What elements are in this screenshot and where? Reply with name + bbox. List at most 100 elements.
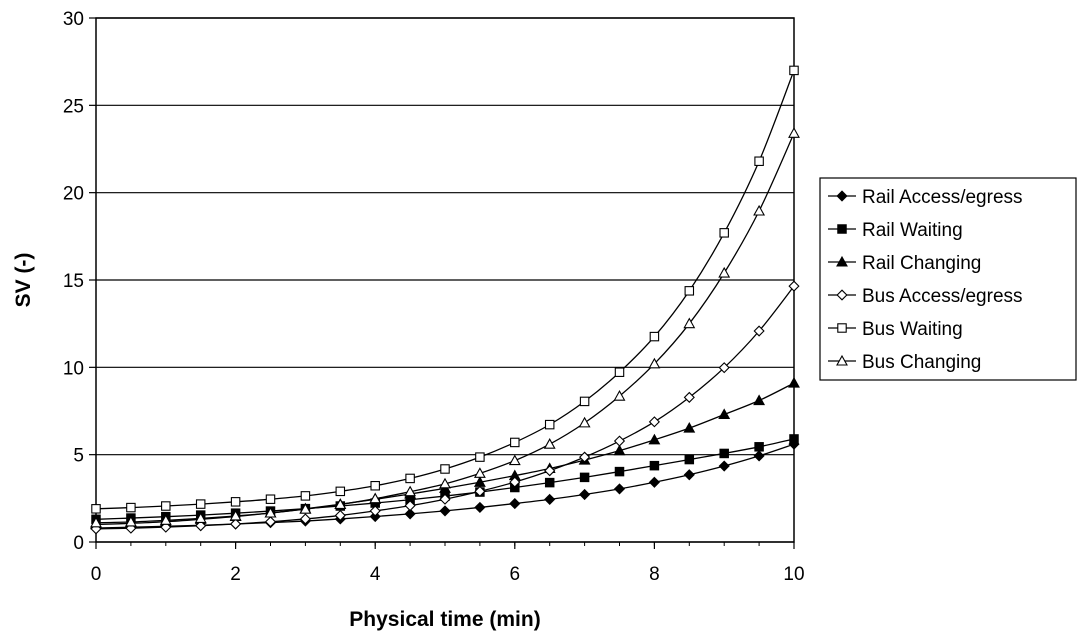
data-point xyxy=(836,190,848,202)
data-point xyxy=(579,451,591,463)
data-point xyxy=(265,494,276,504)
data-point xyxy=(439,505,451,517)
legend-entry: Bus Changing xyxy=(828,352,981,373)
data-point xyxy=(613,483,626,495)
data-point xyxy=(578,416,591,428)
data-point xyxy=(789,65,799,76)
legend-entry: Rail Access/egress xyxy=(828,187,1023,208)
data-point xyxy=(754,156,764,166)
series-bus-access-egress xyxy=(90,280,800,535)
data-point xyxy=(579,472,590,483)
y-axis: 0 5 10 15 20 25 30 xyxy=(63,9,96,554)
data-point xyxy=(334,509,346,522)
data-point xyxy=(544,419,555,430)
data-point xyxy=(90,516,102,528)
legend-label: Rail Waiting xyxy=(862,220,963,241)
legend-label: Bus Waiting xyxy=(862,319,963,340)
data-point xyxy=(474,501,486,513)
data-point xyxy=(544,465,556,477)
legend-box xyxy=(819,177,1077,381)
data-point xyxy=(683,317,696,329)
data-point xyxy=(788,376,800,388)
legend-entry: Rail Waiting xyxy=(828,220,963,241)
y-axis-title: SV (-) xyxy=(12,253,35,308)
data-point xyxy=(614,466,625,477)
legend-entry: Bus Access/egress xyxy=(828,286,1023,307)
data-point xyxy=(614,367,625,377)
data-point xyxy=(543,438,556,449)
legend-label: Rail Changing xyxy=(862,253,981,274)
data-point xyxy=(195,520,207,532)
data-point xyxy=(475,452,485,462)
legend: Rail Access/egress Rail Waiting Rail Chang… xyxy=(819,177,1077,381)
data-point xyxy=(579,488,591,501)
data-point xyxy=(789,434,799,444)
data-point xyxy=(195,499,206,509)
data-point xyxy=(264,506,277,518)
data-point xyxy=(404,500,416,512)
data-point xyxy=(509,497,521,510)
data-point xyxy=(613,390,626,401)
data-point xyxy=(683,421,696,433)
data-point xyxy=(718,362,730,374)
data-point xyxy=(194,512,207,523)
legend-label: Rail Access/egress xyxy=(862,187,1023,208)
data-point xyxy=(335,486,346,497)
data-point xyxy=(508,454,521,466)
data-point xyxy=(159,514,172,525)
y-tick-label: 5 xyxy=(73,446,84,467)
y-tick-label: 10 xyxy=(63,358,84,379)
x-tick-label: 10 xyxy=(783,564,804,585)
y-tick-label: 20 xyxy=(63,184,84,205)
data-point xyxy=(369,510,381,523)
data-point xyxy=(126,502,136,513)
data-point xyxy=(613,444,626,456)
data-point xyxy=(718,266,731,278)
data-point xyxy=(649,460,660,471)
data-point xyxy=(439,477,451,489)
data-point xyxy=(788,127,800,138)
y-tick-label: 25 xyxy=(63,96,84,117)
data-point xyxy=(753,325,765,337)
legend-entry: Bus Waiting xyxy=(828,319,963,340)
data-point xyxy=(299,513,311,525)
data-point xyxy=(509,476,521,488)
data-point xyxy=(369,505,381,517)
data-point xyxy=(370,481,380,491)
data-point xyxy=(579,396,590,407)
data-point xyxy=(230,518,242,530)
data-point xyxy=(718,460,730,472)
data-point xyxy=(473,467,486,478)
x-tick-label: 2 xyxy=(230,564,241,585)
data-point xyxy=(334,498,347,509)
y-tick-label: 15 xyxy=(63,271,84,292)
legend-entry: Rail Changing xyxy=(828,253,981,274)
data-point xyxy=(754,442,764,452)
data-point xyxy=(510,437,520,448)
data-point xyxy=(836,289,848,301)
data-point xyxy=(404,485,417,497)
data-point xyxy=(440,464,450,474)
data-point xyxy=(405,473,415,484)
series-layer xyxy=(90,65,800,535)
y-tick-label: 0 xyxy=(73,533,84,554)
data-point xyxy=(264,516,277,528)
data-point xyxy=(369,492,382,504)
data-point xyxy=(649,331,660,342)
data-point xyxy=(648,433,661,445)
data-point xyxy=(91,504,101,514)
data-point xyxy=(230,497,241,507)
data-point xyxy=(229,509,242,521)
x-tick-label: 6 xyxy=(510,564,521,585)
data-point xyxy=(837,323,847,333)
data-point xyxy=(544,477,555,488)
data-point xyxy=(299,503,312,514)
series-bus-waiting xyxy=(91,65,799,514)
data-point xyxy=(544,493,556,505)
data-point xyxy=(300,491,311,501)
data-point xyxy=(160,521,172,533)
data-point xyxy=(439,493,451,505)
data-point xyxy=(683,391,695,403)
y-tick-label: 30 xyxy=(63,9,84,30)
